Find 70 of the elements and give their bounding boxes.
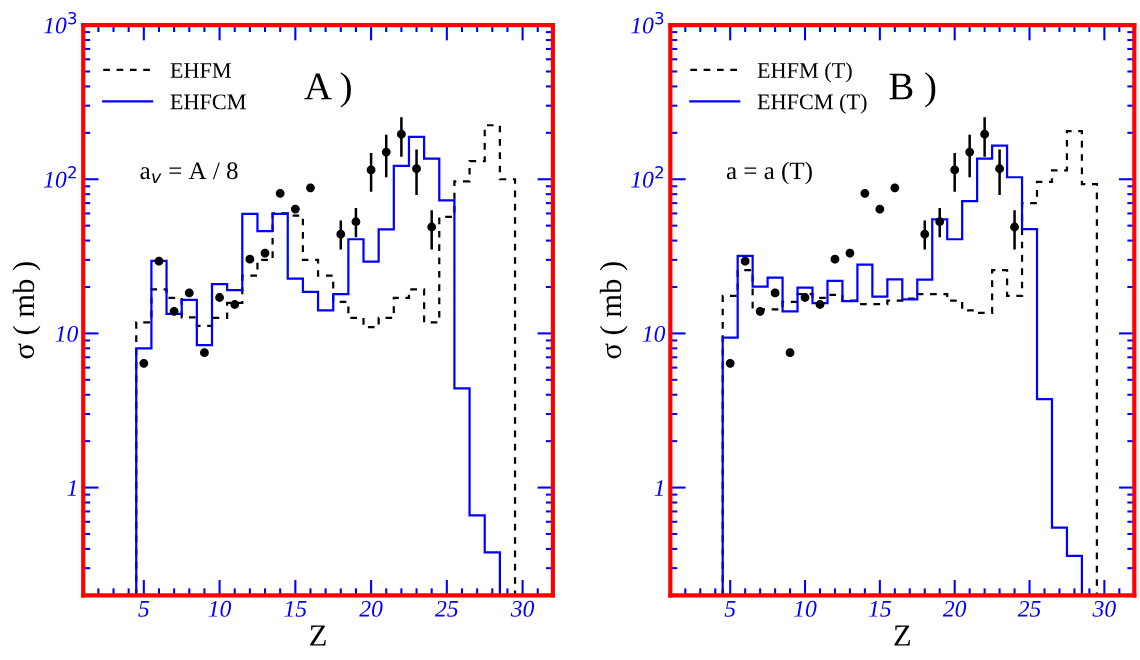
y-tick-label: 10$^{3}$ bbox=[631, 11, 664, 34]
legend-label: EHFCM (T) bbox=[757, 93, 867, 114]
x-axis-title: Z bbox=[894, 625, 910, 646]
legend-label: EHFCM bbox=[170, 94, 246, 110]
x-tick-label: 30 bbox=[510, 600, 535, 617]
point bbox=[215, 293, 224, 302]
x-tick-label: 5 bbox=[138, 601, 150, 617]
point bbox=[725, 358, 735, 368]
legend-label: EHFM (T) bbox=[757, 62, 852, 83]
x-tick-label: 5 bbox=[724, 601, 736, 617]
y-tick-label: 10$^{2}$ bbox=[44, 166, 76, 188]
point bbox=[397, 129, 406, 139]
annotation: B ) bbox=[889, 72, 936, 108]
y-tick-label: 1 bbox=[654, 480, 663, 496]
point bbox=[275, 188, 285, 198]
point bbox=[920, 229, 930, 239]
y-axis-title: σ ( mb ) bbox=[12, 262, 41, 359]
annotation: a = a (T) bbox=[726, 161, 812, 185]
point bbox=[830, 254, 840, 264]
x-tick-label: 15 bbox=[284, 600, 307, 617]
point bbox=[169, 306, 179, 316]
point bbox=[154, 256, 164, 266]
point bbox=[860, 188, 870, 198]
point bbox=[260, 248, 270, 258]
point bbox=[200, 348, 209, 358]
point bbox=[755, 306, 765, 316]
point bbox=[427, 222, 437, 232]
point bbox=[890, 183, 900, 193]
legend-label: EHFM bbox=[170, 63, 231, 78]
point bbox=[336, 229, 346, 239]
point bbox=[980, 129, 990, 139]
y-tick-label: 10 bbox=[55, 325, 79, 342]
x-tick-label: 15 bbox=[868, 600, 891, 617]
y-tick-label: 10 bbox=[642, 325, 666, 342]
point bbox=[412, 164, 421, 174]
annotation: A ) bbox=[304, 72, 351, 108]
point bbox=[306, 183, 315, 193]
y-tick-label: 10$^{3}$ bbox=[44, 11, 77, 34]
annotation: a$_{v}$ = A / 8 bbox=[140, 162, 238, 184]
point bbox=[770, 288, 780, 298]
point bbox=[1010, 222, 1019, 232]
point bbox=[785, 348, 795, 358]
point bbox=[366, 165, 376, 175]
point bbox=[950, 165, 960, 175]
point bbox=[351, 217, 361, 227]
x-tick-label: 10 bbox=[794, 600, 817, 617]
point bbox=[845, 248, 855, 258]
x-tick-label: 25 bbox=[1017, 600, 1041, 617]
point bbox=[381, 147, 391, 157]
point bbox=[965, 147, 975, 157]
x-tick-label: 30 bbox=[1092, 600, 1116, 617]
x-tick-label: 10 bbox=[208, 600, 232, 617]
point bbox=[815, 300, 825, 309]
point bbox=[245, 254, 255, 264]
point bbox=[290, 204, 300, 214]
point bbox=[139, 358, 149, 368]
point bbox=[995, 164, 1004, 174]
point bbox=[875, 204, 885, 214]
y-tick-label: 10$^{2}$ bbox=[631, 166, 663, 188]
point bbox=[935, 217, 945, 227]
point bbox=[230, 300, 240, 309]
x-tick-label: 25 bbox=[435, 600, 458, 617]
point bbox=[740, 256, 750, 266]
y-tick-label: 1 bbox=[67, 480, 76, 496]
y-axis-title: σ ( mb ) bbox=[599, 262, 628, 359]
point bbox=[800, 293, 810, 302]
x-tick-label: 20 bbox=[359, 600, 383, 617]
x-tick-label: 20 bbox=[942, 600, 967, 617]
point bbox=[184, 288, 194, 298]
x-axis-title: Z bbox=[310, 625, 326, 646]
